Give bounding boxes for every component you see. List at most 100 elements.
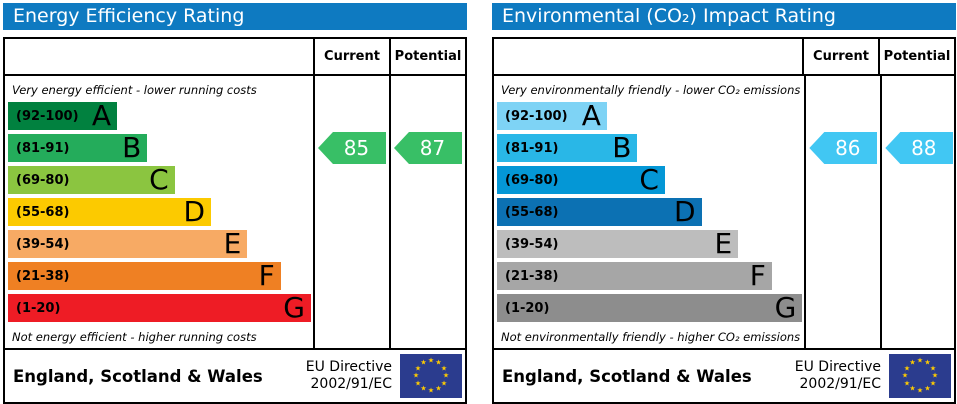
band-f: (21-38) F (497, 262, 772, 290)
eu-star-icon: ★ (440, 364, 448, 372)
band-letter: G (283, 291, 305, 324)
band-range: (92-100) (16, 108, 79, 124)
energy-chart-header-row: Current Potential (5, 39, 465, 76)
eu-star-icon: ★ (414, 364, 422, 372)
eu-star-icon: ★ (420, 384, 427, 393)
co2-bands: (92-100) A (81-91) B (69-80) C (55-68) D (39… (497, 102, 803, 324)
potential-rating-arrow: 87 (394, 132, 462, 164)
eu-directive-line1: EU Directive (794, 359, 881, 376)
eu-flag: ★ ★ ★ ★ ★ ★ ★ ★ ★ ★ ★ ★ (889, 354, 951, 398)
eu-directive-label: EU Directive 2002/91/EC (795, 359, 881, 392)
spacer-cell (5, 39, 313, 74)
band-b: (81-91) B (497, 131, 638, 164)
band-range: (21-38) (505, 268, 559, 284)
bottom-caption: Not energy efficient - higher running co… (12, 330, 257, 344)
current-rating-arrow: 86 (809, 132, 878, 164)
band-range: (21-38) (16, 268, 70, 284)
current-rating-cell: 85 (313, 76, 389, 348)
band-letter: E (223, 227, 242, 260)
energy-chart-table: Current Potential Very energy efficient … (3, 37, 467, 404)
band-letter: A (581, 99, 601, 132)
band-g: (1-20) G (8, 294, 311, 322)
eu-star-icon: ★ (427, 356, 435, 365)
band-range: (69-80) (505, 172, 559, 188)
band-letter: F (749, 259, 766, 292)
eu-star-icon: ★ (903, 379, 911, 387)
eu-star-icon: ★ (427, 386, 435, 395)
energy-chart-body: Very energy efficient - lower running co… (5, 76, 465, 348)
energy-chart-title: Energy Efficiency Rating (3, 3, 467, 30)
top-caption: Very energy efficient - lower running co… (12, 83, 257, 97)
eu-directive-line2: 2002/91/EC (799, 376, 882, 392)
co2-chart-footer: England, Scotland & Wales EU Directive 2… (494, 348, 954, 402)
energy-bands: (92-100) A (81-91) B (69-80) C (55-68) D (39… (8, 102, 311, 322)
band-letter: C (639, 163, 659, 196)
band-d: (55-68) D (497, 198, 702, 226)
band-range: (39-54) (16, 236, 70, 252)
eu-star-icon: ★ (924, 358, 931, 367)
spacer-cell (494, 39, 802, 74)
band-f: (21-38) F (8, 262, 281, 290)
eu-directive-line2: 2002/91/EC (310, 376, 393, 392)
eu-star-icon: ★ (916, 386, 924, 395)
region-label: England, Scotland & Wales (502, 366, 752, 386)
eu-star-icon: ★ (435, 384, 442, 393)
band-e: (39-54) E (8, 227, 248, 260)
region-label: England, Scotland & Wales (13, 366, 263, 386)
band-c: (69-80) C (497, 166, 665, 194)
band-range: (81-91) (16, 140, 70, 156)
eu-star-icon: ★ (442, 371, 450, 380)
potential-column-header: Potential (389, 39, 465, 74)
band-letter: G (774, 291, 797, 324)
band-letter: B (122, 131, 142, 164)
band-letter: B (612, 131, 632, 164)
eu-star-icon: ★ (924, 384, 931, 393)
eu-star-icon: ★ (414, 379, 422, 387)
current-column-header: Current (802, 39, 878, 74)
band-letter: A (91, 99, 112, 132)
eu-star-icon: ★ (440, 379, 448, 387)
potential-rating-cell: 88 (880, 76, 956, 348)
eu-star-icon: ★ (901, 371, 909, 380)
eu-star-icon: ★ (931, 371, 939, 380)
potential-rating-cell: 87 (389, 76, 465, 348)
co2-band-plot: Very environmentally friendly - lower CO… (494, 76, 804, 348)
co2-chart-header-row: Current Potential (494, 39, 954, 76)
band-range: (55-68) (16, 204, 70, 220)
eu-star-icon: ★ (929, 379, 937, 387)
band-range: (39-54) (505, 236, 559, 252)
band-g: (1-20) G (497, 291, 803, 324)
co2-impact-chart: Environmental (CO₂) Impact Rating Curren… (492, 3, 956, 404)
band-b: (81-91) B (8, 131, 148, 164)
energy-chart-footer: England, Scotland & Wales EU Directive 2… (5, 348, 465, 402)
eu-flag: ★ ★ ★ ★ ★ ★ ★ ★ ★ ★ ★ ★ (400, 354, 462, 398)
co2-chart-table: Current Potential Very environmentally f… (492, 37, 956, 404)
energy-efficiency-chart: Energy Efficiency Rating Current Potenti… (3, 3, 467, 404)
band-range: (69-80) (16, 172, 70, 188)
eu-star-icon: ★ (435, 358, 442, 367)
eu-star-icon: ★ (909, 358, 916, 367)
eu-star-icon: ★ (420, 358, 427, 367)
potential-column-header: Potential (878, 39, 954, 74)
band-range: (1-20) (505, 300, 550, 316)
band-range: (1-20) (16, 300, 61, 316)
current-column-header: Current (313, 39, 389, 74)
eu-star-icon: ★ (929, 364, 937, 372)
band-a: (92-100) A (497, 102, 607, 130)
band-range: (55-68) (505, 204, 559, 220)
energy-band-plot: Very energy efficient - lower running co… (5, 76, 313, 348)
band-d: (55-68) D (8, 198, 211, 226)
band-range: (81-91) (505, 140, 559, 156)
co2-chart-body: Very environmentally friendly - lower CO… (494, 76, 954, 348)
band-range: (92-100) (505, 108, 568, 124)
band-letter: F (258, 259, 275, 292)
band-letter: C (149, 163, 169, 196)
band-c: (69-80) C (8, 166, 175, 194)
current-rating-cell: 86 (804, 76, 880, 348)
current-rating-arrow: 85 (318, 132, 386, 164)
eu-directive-line1: EU Directive (305, 359, 392, 376)
eu-star-icon: ★ (903, 364, 911, 372)
potential-rating-arrow: 88 (885, 132, 954, 164)
band-letter: E (714, 227, 733, 260)
